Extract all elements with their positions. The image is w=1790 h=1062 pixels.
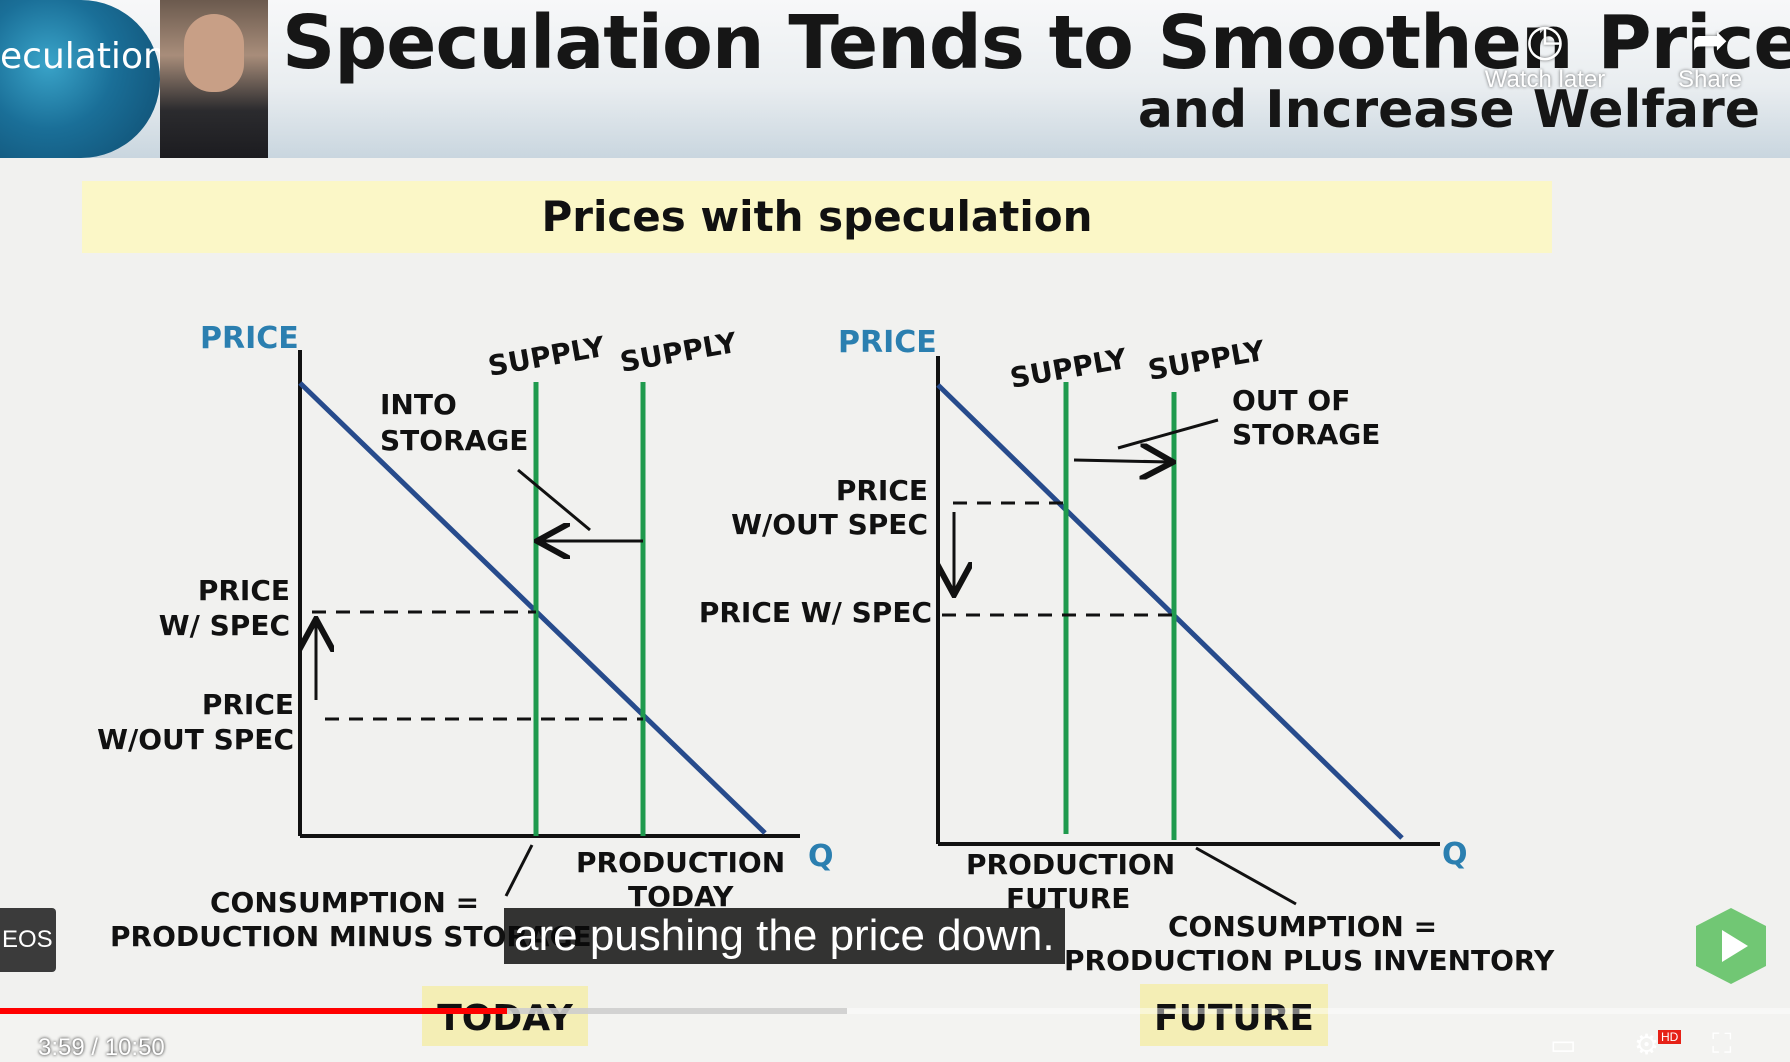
future-x-axis-label: Q — [1442, 837, 1468, 872]
share-button[interactable]: ➦ Share — [1660, 16, 1760, 94]
slide-heading: Prices with speculation — [541, 192, 1093, 241]
today-y-axis-label: PRICE — [200, 321, 299, 356]
future-supply-label-original: SUPPLY — [1007, 342, 1129, 395]
watch-later-label: Watch later — [1484, 66, 1606, 93]
future-production-label1: PRODUCTION — [966, 848, 1175, 881]
today-supply-label-original: SUPPLY — [617, 326, 739, 379]
today-price-wout-spec-label2: W/OUT SPEC — [97, 723, 294, 756]
today-chart: PRICE Q SUPPLY SUPPLY INTO STORAGE PRICE… — [97, 321, 833, 953]
future-price-w-spec-label: PRICE W/ SPEC — [699, 596, 932, 629]
today-price-wout-spec-label1: PRICE — [202, 688, 294, 721]
play-icon[interactable] — [1694, 906, 1768, 986]
today-into-storage-line2: STORAGE — [380, 424, 528, 457]
clock-icon: ◷ — [1525, 16, 1565, 65]
caption-overlay: are pushing the price down. — [504, 908, 1065, 964]
channel-title-fragment: eculation — [0, 36, 166, 77]
video-subtitle: and Increase Welfare — [1137, 80, 1760, 140]
future-out-storage-line1: OUT OF — [1232, 384, 1350, 417]
progress-bar[interactable] — [0, 1008, 1790, 1014]
time-display: 3:59 / 10:50 — [38, 1034, 165, 1061]
future-y-axis-label: PRICE — [838, 325, 937, 360]
today-storage-pointer — [517, 468, 591, 532]
subtitles-icon[interactable]: ▭ — [1550, 1029, 1577, 1060]
today-tag-bg — [422, 986, 588, 1046]
today-consumption-pointer — [504, 844, 534, 897]
future-out-storage-line2: STORAGE — [1232, 418, 1380, 451]
future-consumption-label2: PRODUCTION PLUS INVENTORY — [1064, 944, 1555, 977]
today-price-w-spec-label2: W/ SPEC — [159, 609, 290, 642]
today-x-axis-label: Q — [808, 839, 834, 874]
share-arrow-icon: ➦ — [1691, 16, 1729, 65]
video-banner: eculation Speculation Tends to Smoothen … — [0, 0, 1790, 158]
future-price-wout-spec-label2: W/OUT SPEC — [731, 508, 928, 541]
globe-logo — [0, 0, 160, 158]
video-title: Speculation Tends to Smoothen Prices — [282, 0, 1790, 86]
today-tag: TODAY — [437, 998, 573, 1039]
hd-badge: HD — [1658, 1030, 1682, 1044]
today-production-label2: TODAY — [628, 880, 734, 913]
settings-gear-icon[interactable]: ⚙ — [1634, 1029, 1660, 1060]
future-consumption-pointer — [1195, 846, 1297, 906]
future-supply-label-shifted: SUPPLY — [1145, 334, 1267, 387]
videos-side-tab[interactable]: EOS — [0, 908, 56, 972]
future-shift-right-arrow — [1073, 460, 1170, 462]
today-demand-line — [298, 381, 767, 835]
today-into-storage-line1: INTO — [380, 388, 457, 421]
today-consumption-label1: CONSUMPTION = — [210, 886, 479, 919]
presenter-photo — [160, 0, 268, 158]
caption-text: are pushing the price down. — [514, 911, 1055, 960]
today-price-w-spec-label1: PRICE — [198, 574, 290, 607]
future-storage-pointer — [1117, 418, 1219, 450]
future-price-wout-spec-label1: PRICE — [836, 474, 928, 507]
future-consumption-label1: CONSUMPTION = — [1168, 910, 1437, 943]
today-production-label1: PRODUCTION — [576, 846, 785, 879]
future-tag: FUTURE — [1154, 998, 1314, 1039]
future-demand-line — [936, 383, 1404, 840]
future-chart: PRICE Q SUPPLY SUPPLY OUT OF STORAGE PRI… — [699, 325, 1555, 977]
progress-played — [0, 1008, 507, 1014]
side-tab-label: EOS — [2, 926, 53, 953]
share-label: Share — [1677, 66, 1743, 93]
watch-later-button[interactable]: ◷ Watch later — [1470, 16, 1620, 94]
future-tag-bg — [1140, 984, 1328, 1046]
fullscreen-icon[interactable]: ⛶ — [1712, 1028, 1732, 1059]
today-supply-label-shifted: SUPPLY — [485, 330, 607, 383]
presenter-face — [184, 14, 244, 92]
heading-bar: Prices with speculation — [82, 181, 1552, 253]
